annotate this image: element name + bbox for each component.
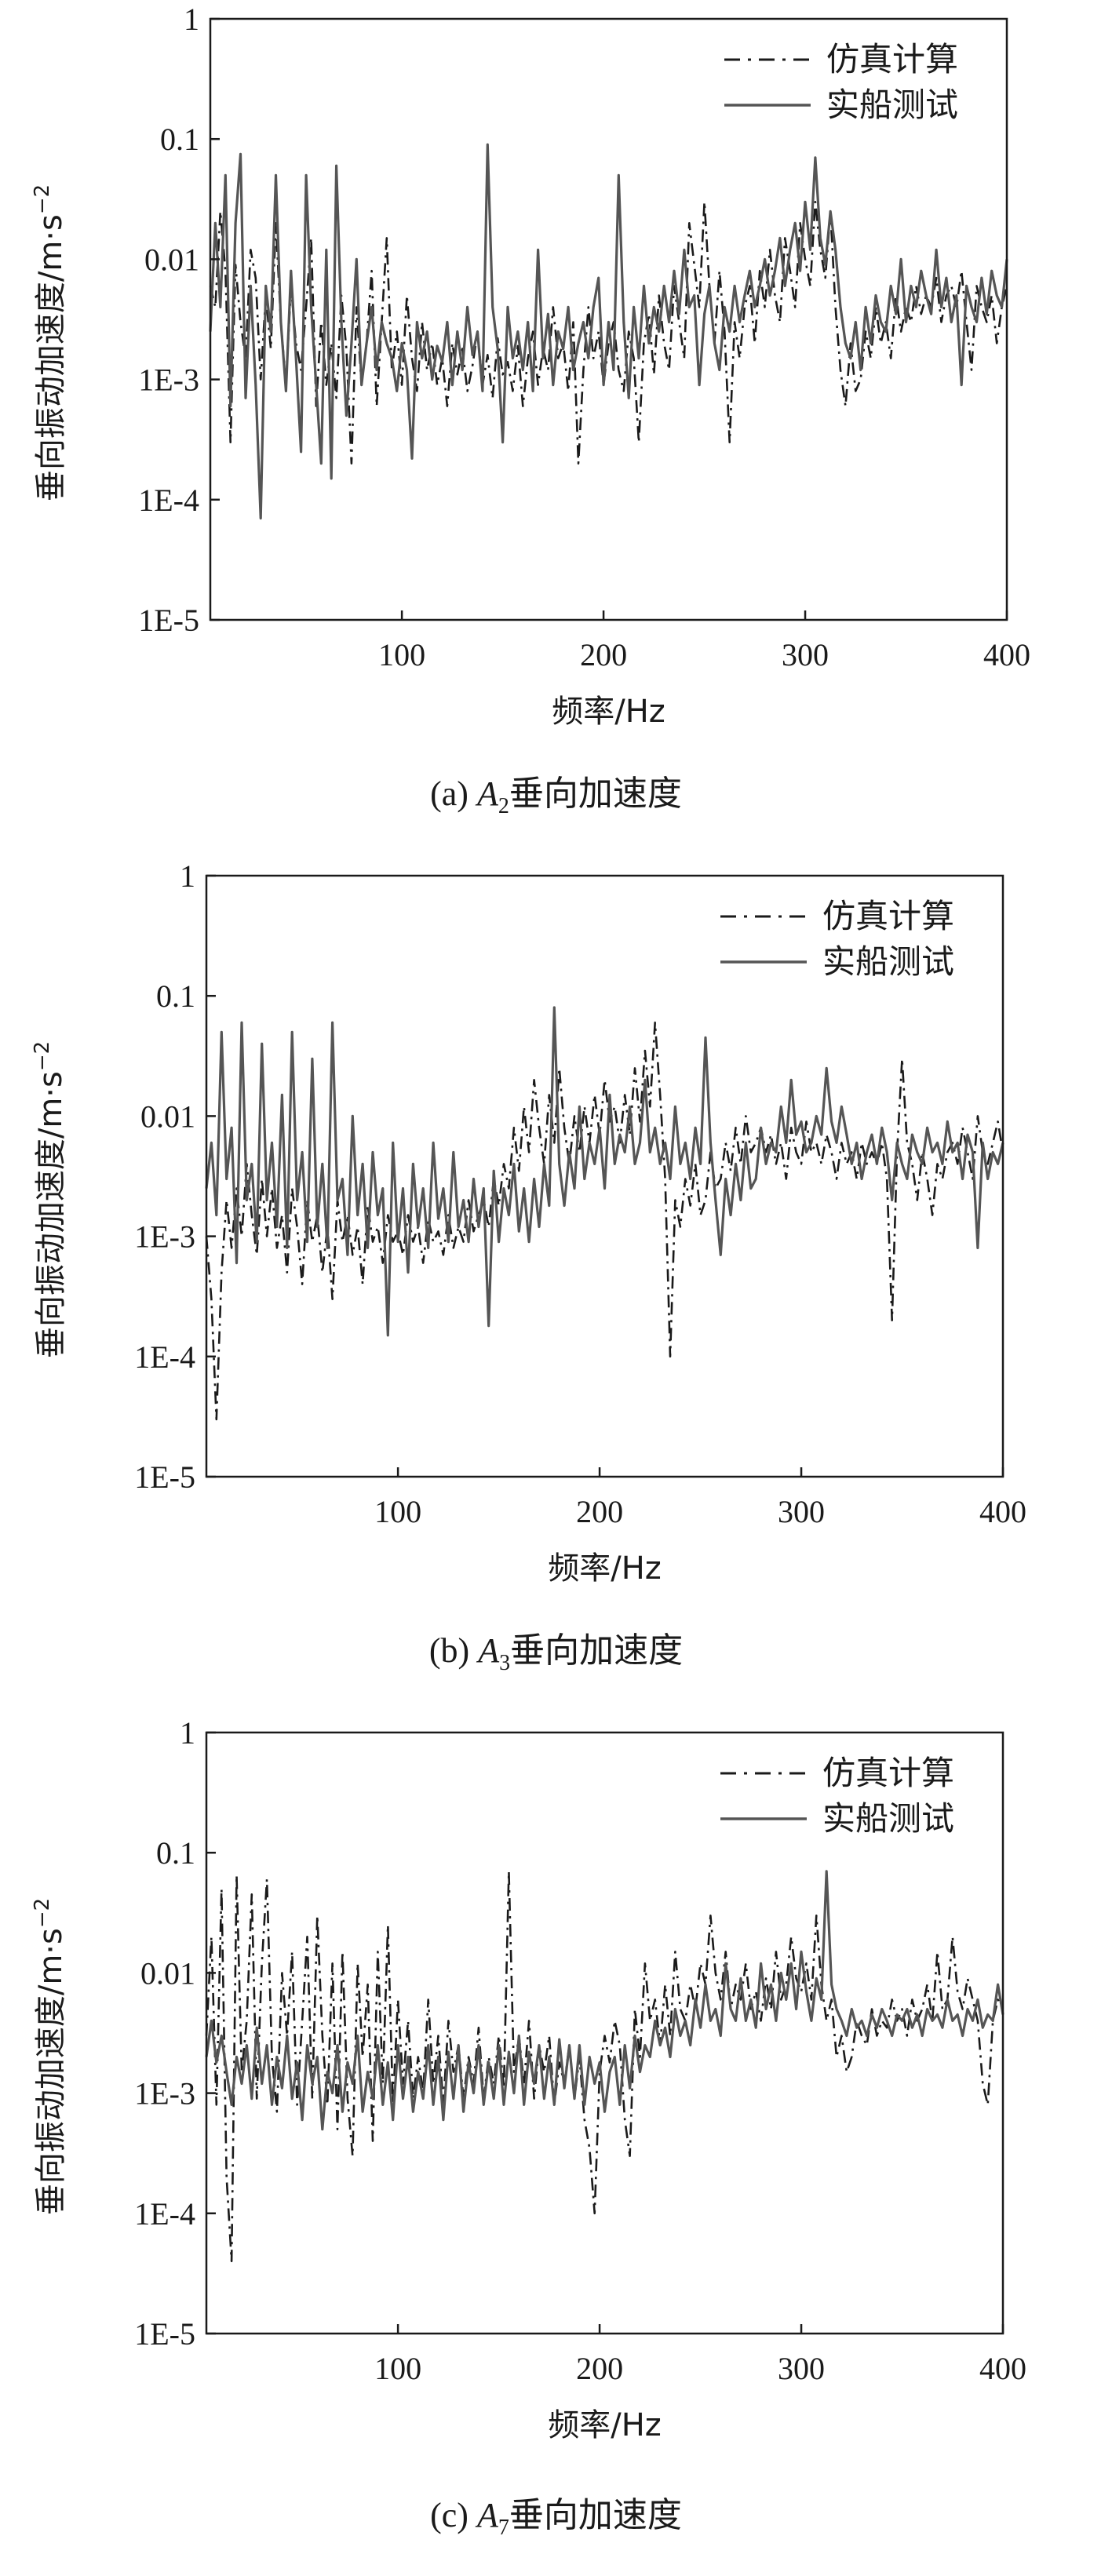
caption-a-var: A xyxy=(476,774,498,813)
caption-b-suffix: 垂向加速度 xyxy=(510,1630,684,1671)
x-tick-label-b: 100 xyxy=(374,1494,421,1529)
x-tick-label-c: 100 xyxy=(374,2351,421,2386)
chart-panel-b: 1 0.1 0.01 1E-3 1E-4 1E-5 100 200 300 400 频率/Hz 垂向振… xyxy=(0,857,1112,1704)
caption-a-sub: 2 xyxy=(498,793,509,818)
caption-c-prefix: (c) xyxy=(430,2496,477,2534)
legend-label-test-c: 实船测试 xyxy=(822,1799,954,1838)
caption-a-prefix: (a) xyxy=(430,774,477,813)
plot-frame-a xyxy=(209,17,1008,621)
y-tick-label-b: 1E-3 xyxy=(134,1219,195,1255)
caption-c: (c) A7垂向加速度 xyxy=(0,2487,1112,2541)
caption-b-prefix: (b) xyxy=(428,1631,479,1670)
x-tick-label-b: 300 xyxy=(778,1494,825,1529)
x-tick-label-c: 400 xyxy=(979,2351,1026,2386)
y-tick-label-b: 0.1 xyxy=(156,978,195,1014)
caption-c-var: A xyxy=(476,2496,498,2534)
x-tick-label-a: 300 xyxy=(782,637,829,672)
y-tick-label-a: 0.1 xyxy=(160,122,199,157)
y-tick-label-b: 0.01 xyxy=(140,1099,195,1134)
chart-c: 1 0.1 0.01 1E-3 1E-4 1E-5 100 200 300 400 频率/Hz 垂向振… xyxy=(31,1715,1026,2443)
y-tick-label-b: 1E-4 xyxy=(134,1339,195,1375)
x-tick-label-c: 300 xyxy=(778,2351,825,2386)
x-tick-label-a: 400 xyxy=(983,637,1030,672)
y-tick-label-a: 1E-4 xyxy=(138,483,199,518)
series-line-sim-c xyxy=(205,1870,1004,2263)
legend-label-sim-b: 仿真计算 xyxy=(822,897,954,935)
chart-panel-c: 1 0.1 0.01 1E-3 1E-4 1E-5 100 200 300 400 频率/Hz 垂向振… xyxy=(0,1714,1112,2569)
legend-label-test-b: 实船测试 xyxy=(822,942,954,981)
x-tick-label-b: 200 xyxy=(576,1494,623,1529)
x-tick-label-b: 400 xyxy=(979,1494,1026,1529)
x-axis-label-b: 频率/Hz xyxy=(548,1550,662,1587)
chart-a: 1 0.1 0.01 1E-3 1E-4 1E-5 100 200 300 400 频率/Hz 垂向振… xyxy=(31,2,1030,730)
x-tick-label-a: 200 xyxy=(580,637,627,672)
y-tick-label-c: 0.1 xyxy=(156,1835,195,1871)
y-axis-label-exponent-c: −2 xyxy=(31,1898,54,1928)
series-line-test-b xyxy=(205,1006,1004,1337)
x-axis-label-c: 频率/Hz xyxy=(548,2407,662,2443)
y-tick-label-c: 1E-5 xyxy=(134,2316,195,2352)
y-tick-label-a: 1E-5 xyxy=(138,603,199,638)
caption-c-sub: 7 xyxy=(498,2515,509,2540)
caption-a-suffix: 垂向加速度 xyxy=(509,774,682,814)
y-axis-label-c: 垂向振动加速度/m·s−2 xyxy=(31,1898,69,2215)
series-line-test-a xyxy=(209,143,1008,520)
y-tick-label-c: 0.01 xyxy=(140,1955,195,1991)
legend-label-sim-a: 仿真计算 xyxy=(826,40,958,78)
y-tick-label-a: 0.01 xyxy=(144,242,199,277)
plot-frame-b xyxy=(205,874,1004,1478)
y-axis-label-exponent-b: −2 xyxy=(31,1041,54,1071)
y-tick-label-c: 1E-4 xyxy=(134,2196,195,2232)
y-tick-label-a: 1E-3 xyxy=(138,363,199,398)
caption-c-suffix: 垂向加速度 xyxy=(509,2495,682,2535)
caption-a: (a) A2垂向加速度 xyxy=(0,765,1112,819)
legend-label-test-a: 实船测试 xyxy=(826,86,958,124)
x-tick-label-a: 100 xyxy=(378,637,425,672)
chart-panel-a: 1 0.1 0.01 1E-3 1E-4 1E-5 100 200 300 400 频率/Hz 垂向振… xyxy=(0,0,1112,847)
caption-b-sub: 3 xyxy=(499,1650,511,1675)
y-axis-label-b: 垂向振动加速度/m·s−2 xyxy=(31,1041,69,1358)
plot-frame-c xyxy=(205,1731,1004,2335)
y-tick-label-c: 1 xyxy=(180,1715,195,1751)
x-axis-label-a: 频率/Hz xyxy=(552,694,665,730)
chart-b: 1 0.1 0.01 1E-3 1E-4 1E-5 100 200 300 400 频率/Hz 垂向振… xyxy=(31,858,1026,1587)
caption-b-var: A xyxy=(478,1631,500,1670)
y-tick-label-b: 1 xyxy=(180,858,195,894)
x-tick-label-c: 200 xyxy=(576,2351,623,2386)
series-line-sim-a xyxy=(209,201,1008,465)
y-axis-label-a: 垂向振动加速度/m·s−2 xyxy=(31,184,69,501)
series-line-test-c xyxy=(205,1870,1004,2131)
y-axis-label-exponent-a: −2 xyxy=(31,184,54,214)
y-tick-label-a: 1 xyxy=(184,2,199,37)
legend-label-sim-c: 仿真计算 xyxy=(822,1754,954,1792)
y-tick-label-b: 1E-5 xyxy=(134,1459,195,1495)
y-tick-label-c: 1E-3 xyxy=(134,2076,195,2111)
caption-b: (b) A3垂向加速度 xyxy=(0,1622,1112,1676)
series-line-sim-b xyxy=(205,1021,1004,1421)
